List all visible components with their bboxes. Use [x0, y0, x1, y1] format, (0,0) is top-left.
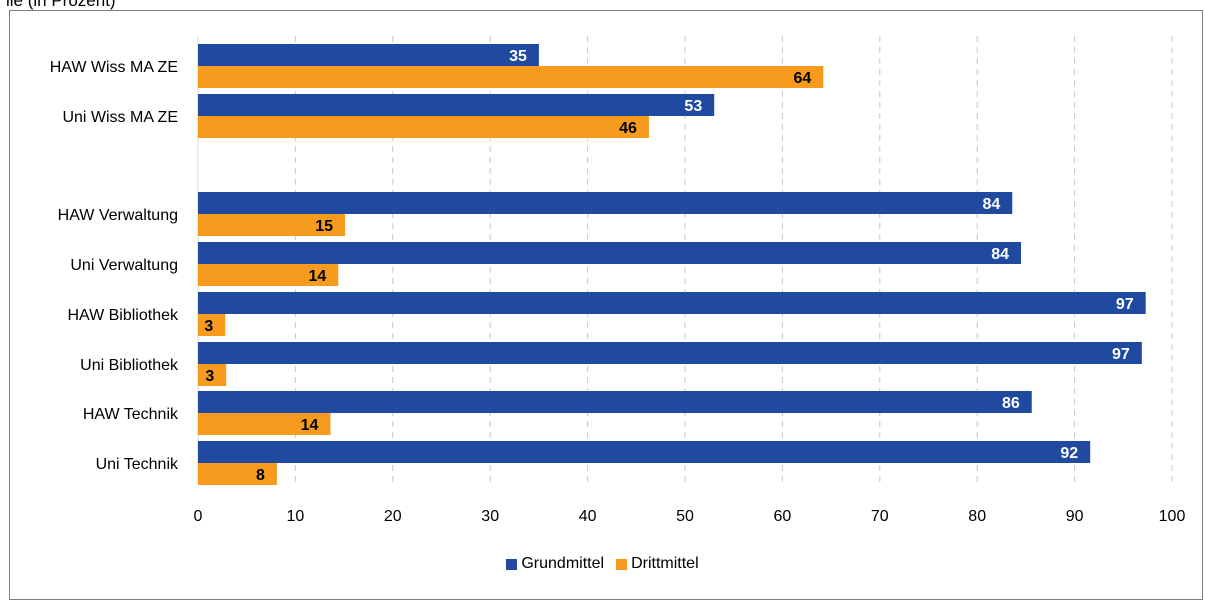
- bar-drittmittel: [198, 463, 277, 485]
- x-tick-label: 30: [481, 508, 499, 525]
- category-label: Uni Bibliothek: [80, 357, 179, 374]
- bar-grundmittel: [198, 94, 715, 116]
- category-label: HAW Wiss MA ZE: [50, 59, 178, 76]
- legend-label-grundmittel: Grundmittel: [521, 555, 605, 572]
- category-label: Uni Wiss MA ZE: [62, 109, 178, 126]
- category-label: Uni Technik: [96, 456, 179, 473]
- legend-item-grundmittel: Grundmittel: [506, 555, 604, 573]
- bar-grundmittel: [198, 292, 1146, 314]
- chart-title-fragment: ile (in Prozent): [6, 0, 116, 10]
- data-label-grundmittel: 86: [1002, 395, 1020, 412]
- data-label-grundmittel: 35: [509, 48, 527, 65]
- x-tick-label: 80: [968, 508, 986, 525]
- legend-swatch-grundmittel: [506, 558, 518, 570]
- bar-drittmittel: [198, 364, 227, 386]
- x-tick-label: 40: [579, 508, 597, 525]
- data-label-grundmittel: 53: [684, 98, 702, 115]
- category-label: HAW Bibliothek: [67, 307, 179, 324]
- legend-swatch-drittmittel: [616, 558, 628, 570]
- data-label-drittmittel: 14: [308, 268, 326, 285]
- bar-drittmittel: [198, 264, 339, 286]
- x-tick-label: 60: [774, 508, 792, 525]
- bar-grundmittel: [198, 391, 1032, 413]
- bar-grundmittel: [198, 192, 1013, 214]
- data-label-grundmittel: 97: [1112, 346, 1130, 363]
- bar-drittmittel: [198, 314, 226, 336]
- bar-grundmittel: [198, 242, 1022, 264]
- data-label-grundmittel: 84: [991, 246, 1009, 263]
- x-tick-label: 50: [676, 508, 694, 525]
- bar-drittmittel: [198, 413, 331, 435]
- category-label: Uni Verwaltung: [70, 257, 178, 274]
- data-label-drittmittel: 3: [204, 318, 213, 335]
- category-label: HAW Technik: [83, 406, 179, 423]
- x-tick-label: 0: [194, 508, 203, 525]
- category-label: HAW Verwaltung: [58, 207, 178, 224]
- legend: Grundmittel Drittmittel: [0, 555, 1205, 573]
- bar-drittmittel: [198, 214, 346, 236]
- x-tick-label: 70: [871, 508, 889, 525]
- data-label-drittmittel: 46: [619, 120, 637, 137]
- data-label-drittmittel: 3: [205, 368, 214, 385]
- bar-grundmittel: [198, 342, 1142, 364]
- x-tick-label: 10: [287, 508, 305, 525]
- data-label-drittmittel: 14: [301, 417, 319, 434]
- x-tick-label: 100: [1159, 508, 1186, 525]
- x-tick-label: 20: [384, 508, 402, 525]
- bar-drittmittel: [198, 66, 824, 88]
- legend-label-drittmittel: Drittmittel: [631, 555, 699, 572]
- data-label-grundmittel: 84: [982, 196, 1000, 213]
- data-label-drittmittel: 64: [794, 70, 812, 87]
- data-label-drittmittel: 15: [315, 218, 333, 235]
- legend-item-drittmittel: Drittmittel: [616, 555, 699, 573]
- bar-drittmittel: [198, 116, 649, 138]
- data-label-grundmittel: 92: [1060, 445, 1078, 462]
- data-label-drittmittel: 8: [256, 467, 265, 484]
- bar-grundmittel: [198, 441, 1091, 463]
- data-label-grundmittel: 97: [1116, 296, 1134, 313]
- x-tick-label: 90: [1066, 508, 1084, 525]
- bar-grundmittel: [198, 44, 539, 66]
